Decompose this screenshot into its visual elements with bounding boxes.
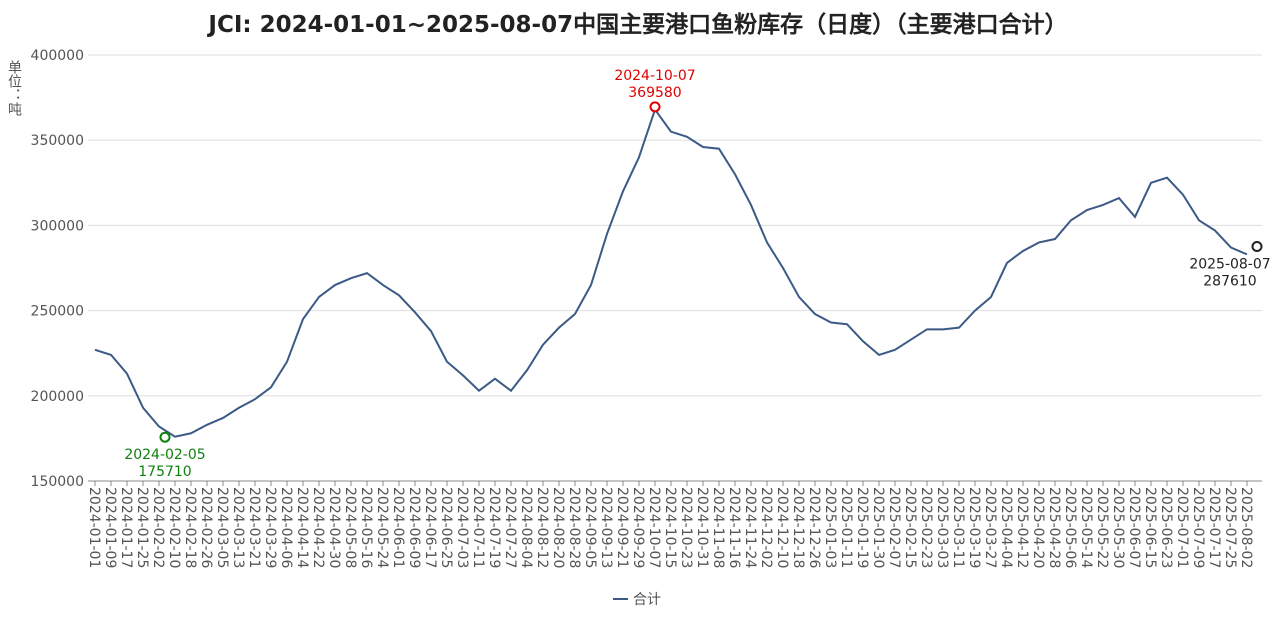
- x-tick-label: 2024-10-23: [678, 487, 694, 568]
- x-tick-label: 2025-06-07: [1126, 487, 1142, 568]
- x-tick-label: 2025-01-19: [854, 487, 870, 568]
- x-tick-label: 2024-06-09: [406, 487, 422, 568]
- x-tick-label: 2025-07-09: [1190, 487, 1206, 568]
- x-tick-label: 2024-04-06: [278, 487, 294, 568]
- y-tick-label: 350000: [31, 133, 84, 149]
- x-tick-label: 2024-05-24: [374, 487, 390, 568]
- x-tick-label: 2024-04-30: [326, 487, 342, 568]
- annotation-date: 2025-08-07: [1189, 257, 1270, 273]
- x-tick-label: 2025-05-30: [1110, 487, 1126, 568]
- annotation-marker: [1251, 241, 1263, 253]
- x-tick-label: 2025-01-11: [838, 487, 854, 568]
- x-tick-label: 2024-11-08: [710, 487, 726, 568]
- annotation-marker: [649, 101, 661, 113]
- annotation-value: 369580: [628, 85, 681, 101]
- x-tick-label: 2024-01-17: [118, 487, 134, 568]
- x-tick-label: 2024-03-05: [214, 487, 230, 568]
- x-tick-label: 2024-05-16: [358, 487, 374, 568]
- x-tick-label: 2025-01-30: [870, 487, 886, 568]
- x-tick-label: 2024-09-21: [614, 487, 630, 568]
- x-tick-label: 2024-05-08: [342, 487, 358, 568]
- x-tick-label: 2024-07-11: [470, 487, 486, 568]
- chart-title: JCI: 2024-01-01~2025-08-07中国主要港口鱼粉库存（日度）…: [206, 11, 1067, 38]
- x-tick-label: 2025-04-12: [1014, 487, 1030, 568]
- x-tick-label: 2025-07-17: [1206, 487, 1222, 568]
- x-tick-label: 2024-02-02: [150, 487, 166, 568]
- x-tick-label: 2024-06-25: [438, 487, 454, 568]
- x-tick-label: 2024-03-21: [246, 487, 262, 568]
- y-axis-label: 单位：吨: [6, 60, 22, 116]
- x-tick-label: 2025-06-23: [1158, 487, 1174, 568]
- x-tick-label: 2024-04-22: [310, 487, 326, 568]
- x-tick-label: 2024-11-16: [726, 487, 742, 568]
- x-tick-label: 2025-07-01: [1174, 487, 1190, 568]
- x-tick-label: 2025-03-19: [966, 487, 982, 568]
- x-tick-label: 2025-08-02: [1238, 487, 1254, 568]
- y-tick-label: 400000: [31, 48, 84, 64]
- y-tick-label: 250000: [31, 304, 84, 320]
- annotation-value: 175710: [138, 464, 191, 480]
- x-tick-label: 2024-07-03: [454, 487, 470, 568]
- annotation-value: 287610: [1203, 274, 1256, 290]
- x-tick-label: 2025-04-04: [998, 487, 1014, 568]
- x-tick-label: 2024-08-04: [518, 487, 534, 568]
- x-tick-label: 2024-01-09: [102, 487, 118, 568]
- x-tick-label: 2024-03-13: [230, 487, 246, 568]
- x-tick-label: 2024-10-31: [694, 487, 710, 568]
- x-tick-label: 2025-04-28: [1046, 487, 1062, 568]
- x-tick-label: 2024-06-17: [422, 487, 438, 568]
- x-tick-label: 2024-02-18: [182, 487, 198, 568]
- x-tick-label: 2024-09-29: [630, 487, 646, 568]
- x-tick-label: 2024-11-24: [742, 487, 758, 568]
- x-tick-label: 2024-01-25: [134, 487, 150, 568]
- annotation-marker: [159, 431, 171, 443]
- x-tick-label: 2024-06-01: [390, 487, 406, 568]
- x-tick-label: 2024-08-20: [550, 487, 566, 568]
- x-tick-label: 2024-07-27: [502, 487, 518, 568]
- x-tick-label: 2024-02-10: [166, 487, 182, 568]
- x-tick-label: 2024-04-14: [294, 487, 310, 568]
- x-tick-label: 2024-08-12: [534, 487, 550, 568]
- x-tick-label: 2025-01-03: [822, 487, 838, 568]
- x-tick-label: 2024-08-28: [566, 487, 582, 568]
- x-tick-label: 2024-09-05: [582, 487, 598, 568]
- x-tick-label: 2025-07-25: [1222, 487, 1238, 568]
- x-tick-label: 2025-05-14: [1078, 487, 1094, 568]
- data-line: [94, 107, 1248, 438]
- x-tick-label: 2024-02-26: [198, 487, 214, 568]
- legend-label: 合计: [633, 592, 661, 608]
- x-tick-label: 2025-03-27: [982, 487, 998, 568]
- x-tick-label: 2025-04-20: [1030, 487, 1046, 568]
- annotation-date: 2024-10-07: [614, 68, 695, 84]
- x-tick-label: 2024-10-07: [646, 487, 662, 568]
- x-tick-label: 2024-01-01: [86, 487, 102, 568]
- x-tick-label: 2025-02-23: [918, 487, 934, 568]
- x-tick-label: 2024-09-13: [598, 487, 614, 568]
- x-tick-label: 2025-03-03: [934, 487, 950, 568]
- x-tick-label: 2025-05-06: [1062, 487, 1078, 568]
- x-tick-label: 2024-12-02: [758, 487, 774, 568]
- x-tick-label: 2025-03-11: [950, 487, 966, 568]
- x-tick-label: 2024-12-10: [774, 487, 790, 568]
- x-tick-label: 2024-10-15: [662, 487, 678, 568]
- x-tick-label: 2025-02-15: [902, 487, 918, 568]
- x-tick-label: 2025-02-07: [886, 487, 902, 568]
- annotation-date: 2024-02-05: [124, 447, 205, 463]
- x-tick-label: 2025-06-15: [1142, 487, 1158, 568]
- x-tick-label: 2025-05-22: [1094, 487, 1110, 568]
- y-tick-label: 200000: [31, 389, 84, 405]
- y-tick-label: 150000: [31, 474, 84, 490]
- y-tick-label: 300000: [31, 218, 84, 234]
- x-tick-label: 2024-03-29: [262, 487, 278, 568]
- x-tick-label: 2024-12-26: [806, 487, 822, 568]
- x-tick-label: 2024-07-19: [486, 487, 502, 568]
- x-tick-label: 2024-12-18: [790, 487, 806, 568]
